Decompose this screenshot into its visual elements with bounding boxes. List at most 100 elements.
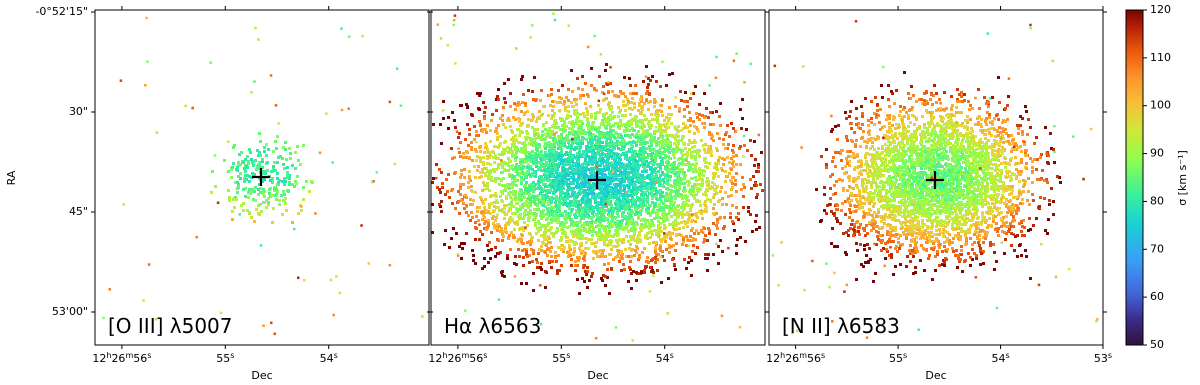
map-pixel xyxy=(710,154,713,157)
map-pixel xyxy=(534,222,537,225)
map-pixel xyxy=(289,157,292,160)
map-pixel xyxy=(490,248,493,251)
map-pixel xyxy=(632,198,635,201)
map-pixel xyxy=(708,162,711,165)
map-pixel xyxy=(559,214,562,217)
map-pixel xyxy=(706,177,709,180)
map-pixel xyxy=(283,193,286,196)
map-pixel xyxy=(598,135,601,138)
map-pixel xyxy=(644,191,647,194)
map-pixel xyxy=(547,177,550,180)
map-pixel xyxy=(677,135,680,138)
panel-title: [O III] λ5007 xyxy=(108,314,233,338)
map-pixel xyxy=(571,105,574,108)
map-pixel xyxy=(516,128,519,131)
map-pixel xyxy=(505,186,508,189)
map-pixel xyxy=(686,225,689,228)
map-pixel xyxy=(308,190,311,193)
map-pixel xyxy=(603,169,606,172)
map-pixel xyxy=(603,243,606,246)
map-pixel xyxy=(585,138,588,141)
map-pixel xyxy=(657,226,660,229)
map-pixel xyxy=(514,178,517,181)
map-pixel xyxy=(550,117,553,120)
map-pixel xyxy=(597,211,600,214)
map-pixel xyxy=(567,105,570,108)
map-pixel xyxy=(579,94,582,97)
map-pixel xyxy=(482,202,485,205)
map-pixel xyxy=(553,143,556,146)
map-pixel xyxy=(674,197,677,200)
map-pixel xyxy=(664,240,667,243)
map-pixel xyxy=(231,210,234,213)
map-pixel xyxy=(606,181,609,184)
map-pixel xyxy=(231,218,234,221)
map-pixel xyxy=(610,248,613,251)
map-pixel xyxy=(726,124,729,127)
map-pixel xyxy=(560,236,563,239)
map-pixel xyxy=(612,209,615,212)
map-pixel xyxy=(520,179,523,182)
map-pixel xyxy=(296,145,299,148)
map-pixel xyxy=(533,128,536,131)
map-pixel xyxy=(649,236,652,239)
map-pixel xyxy=(713,166,716,169)
map-pixel xyxy=(664,154,667,157)
map-pixel xyxy=(469,198,472,201)
map-pixel xyxy=(589,207,592,210)
map-pixel xyxy=(683,258,686,261)
map-pixel xyxy=(502,235,505,238)
map-pixel xyxy=(649,133,652,136)
map-pixel xyxy=(749,178,752,181)
map-pixel xyxy=(514,134,517,137)
map-pixel xyxy=(477,219,480,222)
map-pixel xyxy=(490,119,493,122)
map-pixel xyxy=(752,175,755,178)
map-pixel xyxy=(102,317,105,320)
map-pixel xyxy=(527,118,530,121)
map-pixel xyxy=(735,163,738,166)
map-pixel xyxy=(514,108,517,111)
map-pixel xyxy=(571,160,574,163)
map-pixel xyxy=(467,186,470,189)
map-pixel xyxy=(661,157,664,160)
map-pixel xyxy=(749,213,752,216)
map-pixel xyxy=(627,255,630,258)
map-pixel xyxy=(550,182,553,185)
map-pixel xyxy=(522,256,525,259)
map-pixel xyxy=(734,179,737,182)
map-pixel xyxy=(601,204,604,207)
map-pixel xyxy=(442,117,445,120)
map-pixel xyxy=(602,227,605,230)
map-pixel xyxy=(484,174,487,177)
map-pixel xyxy=(285,209,288,212)
map-pixel xyxy=(588,279,591,282)
map-pixel xyxy=(556,197,559,200)
map-pixel xyxy=(545,244,548,247)
map-pixel xyxy=(644,170,647,173)
map-pixel xyxy=(296,175,299,178)
map-pixel xyxy=(270,322,273,325)
map-pixel xyxy=(532,138,535,141)
map-pixel xyxy=(459,187,462,190)
map-pixel xyxy=(270,170,273,173)
map-pixel xyxy=(257,204,260,207)
map-pixel xyxy=(257,212,260,215)
map-pixel xyxy=(539,228,542,231)
map-pixel xyxy=(636,124,639,127)
map-pixel xyxy=(675,149,678,152)
map-pixel xyxy=(615,189,618,192)
map-pixel xyxy=(646,256,649,259)
map-pixel xyxy=(630,101,633,104)
map-pixel xyxy=(689,189,692,192)
map-pixel xyxy=(584,102,587,105)
map-pixel xyxy=(698,103,701,106)
map-pixel xyxy=(447,127,450,130)
map-pixel xyxy=(540,163,543,166)
map-pixel xyxy=(458,151,461,154)
map-pixel xyxy=(490,179,493,182)
map-pixel xyxy=(637,130,640,133)
map-pixel xyxy=(493,201,496,204)
map-pixel xyxy=(674,219,677,222)
map-pixel xyxy=(751,230,754,233)
